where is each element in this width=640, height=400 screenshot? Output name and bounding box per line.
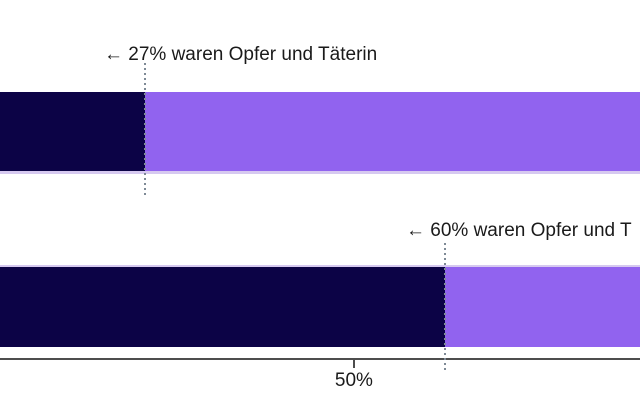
guide-line-60pct [443, 243, 446, 370]
x-axis-tick-50pct [352, 360, 355, 368]
bar-2-track-edge [0, 265, 640, 267]
bar-row-2 [0, 267, 640, 347]
bar-row-1 [0, 92, 640, 171]
bar-2-dark-segment [0, 267, 445, 347]
x-axis-line [0, 358, 640, 360]
bar-2-purple-segment [444, 267, 640, 347]
bar-1-track-edge [0, 171, 640, 174]
bar-1-dark-segment [0, 92, 146, 171]
x-axis-tick-label-50pct: 50% [334, 370, 373, 391]
annotation-60pct: ← 60% waren Opfer und T [406, 220, 632, 241]
bar-1-purple-segment [145, 92, 640, 171]
annotation-27pct: ← 27% waren Opfer und Täterin [104, 44, 378, 65]
guide-line-27pct [144, 63, 147, 196]
